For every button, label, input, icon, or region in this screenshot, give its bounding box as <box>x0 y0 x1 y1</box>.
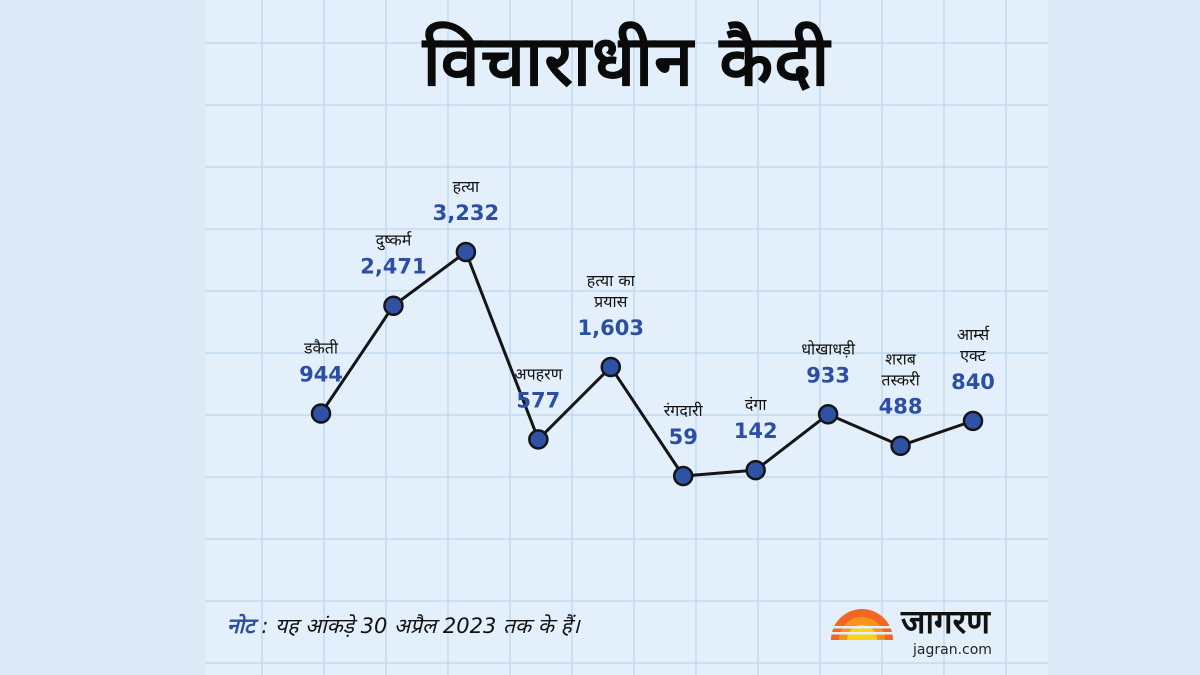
data-point <box>383 295 404 316</box>
category-label: रंगदारी <box>664 401 704 420</box>
category-label: एक्ट <box>960 346 987 365</box>
footnote: नोट : यह आंकड़े 30 अप्रैल 2023 तक के हैं… <box>227 612 580 640</box>
category-label: धोखाधड़ी <box>801 339 856 358</box>
value-label: 933 <box>806 363 850 387</box>
note-text: यह आंकड़े 30 अप्रैल 2023 तक के हैं। <box>275 614 580 638</box>
category-label: शराब <box>885 350 917 369</box>
category-label: आर्म्स <box>957 325 991 344</box>
category-label: हत्या <box>453 177 480 196</box>
value-label: 142 <box>734 419 778 443</box>
infographic-panel: विचाराधीन कैदी 944 डकैती 2,471 दुष्कर्म 3,23… <box>205 0 1048 675</box>
value-label: 1,603 <box>578 316 644 340</box>
data-point <box>672 465 694 487</box>
note-separator: : <box>254 614 276 638</box>
value-label: 577 <box>516 388 560 412</box>
value-label: 840 <box>951 370 995 394</box>
value-label: 944 <box>299 363 343 387</box>
value-label: 59 <box>669 425 698 449</box>
line-chart: 944 डकैती 2,471 दुष्कर्म 3,232 हत्या 577 अपहरण 1… <box>299 177 995 487</box>
data-point <box>962 410 984 432</box>
chart-title: विचाराधीन कैदी <box>422 20 831 102</box>
logo-url: jagran.com <box>913 642 992 658</box>
data-point <box>745 459 766 481</box>
data-point <box>455 241 477 263</box>
data-point <box>310 403 332 424</box>
category-label: प्रयास <box>594 292 629 311</box>
value-label: 488 <box>879 395 923 419</box>
category-label: अपहरण <box>514 364 562 383</box>
note-prefix: नोट <box>227 614 255 638</box>
data-point <box>890 435 911 456</box>
category-label: दंगा <box>745 395 768 414</box>
category-label: डकैती <box>303 339 339 358</box>
category-label: तस्करी <box>881 371 920 390</box>
sun-logo-icon <box>829 609 895 640</box>
category-label: हत्या का <box>587 271 636 290</box>
data-point <box>817 404 839 425</box>
data-point <box>600 356 622 378</box>
value-label: 2,471 <box>360 255 426 279</box>
data-point <box>528 429 549 450</box>
value-label: 3,232 <box>433 201 499 225</box>
series-line <box>319 250 974 478</box>
jagran-logo: जागरण jagran.com <box>829 598 1029 662</box>
logo-name: जागरण <box>901 602 990 641</box>
category-label: दुष्कर्म <box>376 231 413 251</box>
